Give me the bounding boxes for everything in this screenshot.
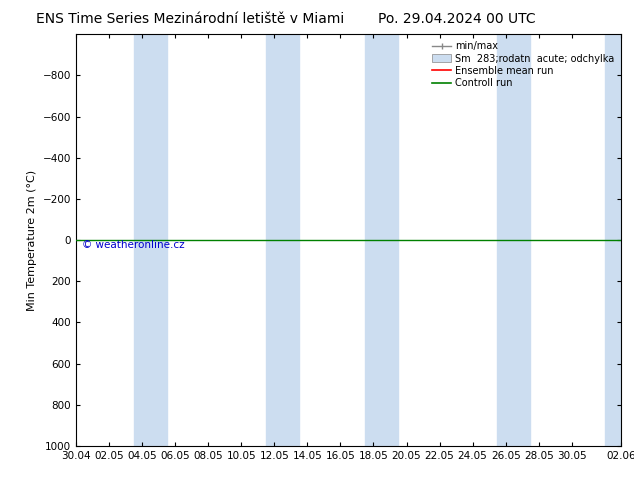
Bar <box>134 34 167 446</box>
Legend: min/max, Sm  283;rodatn  acute; odchylka, Ensemble mean run, Controll run: min/max, Sm 283;rodatn acute; odchylka, … <box>430 39 616 90</box>
Text: ENS Time Series Mezinárodní letiště v Miami: ENS Time Series Mezinárodní letiště v Mi… <box>36 12 344 26</box>
Bar <box>266 34 299 446</box>
Y-axis label: Min Temperature 2m (°C): Min Temperature 2m (°C) <box>27 170 37 311</box>
Text: Po. 29.04.2024 00 UTC: Po. 29.04.2024 00 UTC <box>378 12 535 26</box>
Bar <box>498 34 531 446</box>
Bar <box>605 34 634 446</box>
Text: © weatheronline.cz: © weatheronline.cz <box>82 240 184 250</box>
Bar <box>365 34 398 446</box>
